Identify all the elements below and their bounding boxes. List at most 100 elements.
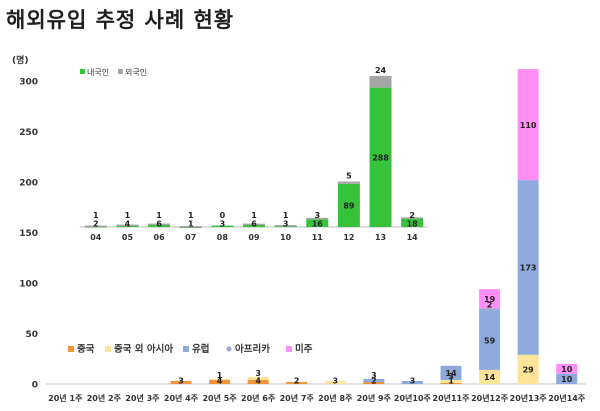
x-tick-label: 20년 1주 — [48, 393, 83, 403]
y-tick-label: 250 — [19, 128, 38, 138]
inset-bar-segment — [243, 223, 265, 226]
inset-data-label: 1 — [283, 211, 289, 220]
bar-segment — [517, 69, 539, 181]
bar-segment — [363, 378, 385, 382]
inset-data-label: 1 — [93, 211, 99, 220]
data-label: 4 — [217, 377, 223, 386]
inset-x-tick-label: 14 — [407, 233, 419, 242]
inset-x-tick-label: 05 — [122, 233, 134, 242]
inset-chart: 2104410561061107300861093110163118951228… — [80, 66, 428, 242]
inset-data-label: 4 — [125, 220, 131, 229]
legend-label: 아프리카 — [235, 343, 270, 355]
y-tick-label: 150 — [19, 229, 38, 239]
inset-bar-segment — [306, 217, 329, 220]
legend-label: 미주 — [295, 343, 313, 355]
x-tick-label: 20년12주 — [471, 393, 509, 403]
data-label: 2 — [487, 300, 493, 309]
bar-segment — [247, 379, 269, 384]
inset-x-tick-label: 12 — [343, 233, 354, 242]
inset-bar-segment — [369, 87, 392, 227]
bar-segment — [517, 354, 539, 384]
data-label: 2 — [371, 377, 377, 386]
inset-bar-segment — [243, 224, 265, 227]
data-label: 3 — [371, 371, 377, 380]
inset-data-label: 2 — [409, 211, 415, 220]
x-tick-label: 20년10주 — [394, 393, 432, 403]
inset-bar-segment — [148, 224, 171, 227]
bar-segment — [556, 373, 578, 384]
inset-data-label: 24 — [375, 66, 387, 75]
bar-segment — [286, 381, 308, 384]
bar-segment — [209, 378, 231, 380]
inset-bar-segment — [337, 181, 360, 184]
x-tick-label: 20년11주 — [433, 393, 471, 403]
bar-segment — [479, 308, 501, 311]
x-tick-label: 20년 4주 — [164, 393, 199, 403]
inset-x-tick-label: 10 — [280, 233, 292, 242]
x-tick-label: 20년 5주 — [202, 393, 237, 403]
data-label: 19 — [484, 295, 496, 304]
inset-legend-swatch — [80, 69, 85, 74]
y-tick-label: 100 — [19, 280, 38, 290]
data-label: 4 — [255, 377, 261, 386]
main-legend: 중국 중국 외 아시아 유럽 아프리카 미주 — [68, 343, 313, 355]
inset-data-label: 1 — [125, 211, 131, 220]
bar-segment — [517, 180, 539, 355]
data-label: 3 — [255, 369, 261, 378]
data-label: 10 — [561, 375, 573, 384]
data-label: 2 — [294, 377, 300, 386]
data-label: 14 — [445, 369, 457, 378]
bar-segment — [479, 310, 501, 370]
bar-segment — [440, 365, 462, 380]
data-label: 29 — [523, 366, 535, 375]
y-tick-label: 0 — [32, 381, 38, 391]
data-label: 3 — [332, 377, 338, 386]
bar-segment — [556, 363, 578, 374]
bar-segment — [440, 379, 462, 383]
legend-swatch — [286, 346, 292, 352]
bar-segment — [247, 376, 269, 380]
inset-legend-label: 내국인 — [87, 67, 109, 77]
inset-data-label: 89 — [343, 202, 355, 211]
legend-swatch — [226, 346, 232, 352]
inset-bar-segment — [116, 224, 139, 227]
legend-swatch — [105, 346, 111, 352]
main-x-labels: 20년 1주 20년 2주 20년 3주 20년 4주 20년 5주 20년 6주 20년 … — [48, 393, 586, 403]
bar-segment — [209, 379, 231, 384]
inset-data-label: 1 — [188, 220, 194, 229]
bar-segment — [324, 380, 346, 384]
bar-segment — [401, 380, 423, 384]
data-label: 3 — [410, 377, 416, 386]
inset-bar-segment — [337, 183, 360, 227]
legend-swatch — [183, 346, 189, 352]
data-label: 14 — [484, 373, 496, 382]
inset-data-label: 1 — [251, 211, 257, 220]
inset-data-label: 6 — [251, 220, 257, 229]
x-tick-label: 20년 2주 — [87, 393, 122, 403]
inset-bar-segment — [401, 217, 424, 219]
inset-bar-segment — [401, 218, 424, 227]
inset-legend-label: 외국인 — [125, 67, 147, 77]
y-tick-label: 300 — [19, 78, 38, 88]
bar-segment — [440, 382, 462, 384]
data-label: 1 — [448, 377, 454, 386]
inset-x-tick-label: 09 — [248, 233, 260, 242]
inset-bar-segment — [369, 76, 392, 88]
data-label: 110 — [520, 121, 537, 130]
inset-data-label: 1 — [156, 211, 162, 220]
legend-label: 중국 외 아시아 — [114, 343, 173, 355]
inset-x-tick-label: 08 — [217, 233, 229, 242]
x-tick-label: 20년 9주 — [357, 393, 392, 403]
inset-data-label: 18 — [407, 220, 419, 229]
inset-x-tick-label: 13 — [375, 233, 386, 242]
inset-x-tick-label: 06 — [154, 233, 166, 242]
data-label: 173 — [520, 264, 537, 273]
inset-bar-segment — [148, 223, 171, 226]
bar-segment — [479, 289, 501, 309]
x-tick-label: 20년 3주 — [125, 393, 160, 403]
inset-data-label: 3 — [314, 211, 320, 220]
inset-bar-segment — [179, 226, 202, 228]
x-tick-label: 20년13주 — [510, 393, 548, 403]
